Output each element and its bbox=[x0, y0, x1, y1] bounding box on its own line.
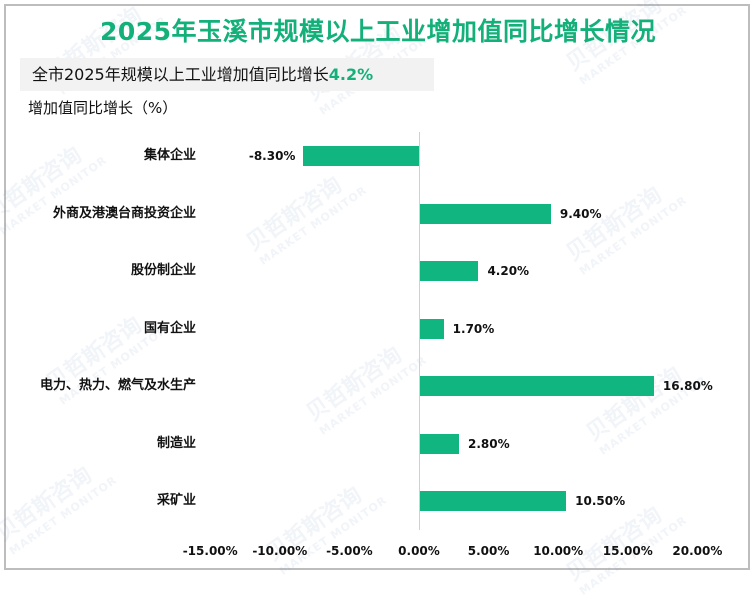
category-label: 制造业 bbox=[156, 436, 196, 451]
category-label: 股份制企业 bbox=[130, 263, 196, 278]
x-axis-tick-label: -5.00% bbox=[326, 544, 373, 558]
data-value-label: 9.40% bbox=[559, 207, 602, 221]
x-axis-tick-label: -10.00% bbox=[252, 544, 308, 558]
chart-title: 2025年玉溪市规模以上工业增加值同比增长情况 bbox=[99, 17, 657, 46]
data-value-label: 4.20% bbox=[487, 264, 530, 278]
bar bbox=[420, 261, 479, 281]
data-value-label: 10.50% bbox=[575, 494, 626, 508]
category-label: 电力、热力、燃气及水生产 bbox=[39, 378, 196, 393]
data-value-label: 2.80% bbox=[467, 437, 510, 451]
category-label: 国有企业 bbox=[143, 321, 196, 336]
summary-highlight-value: 4.2% bbox=[328, 65, 374, 84]
category-label: 采矿业 bbox=[156, 493, 196, 508]
x-axis-tick-label: 0.00% bbox=[398, 544, 440, 558]
bar bbox=[420, 376, 654, 396]
summary-text: 全市2025年规模以上工业增加值同比增长 bbox=[32, 65, 329, 84]
y-axis-title: 增加值同比增长（%） bbox=[28, 99, 178, 117]
x-axis-tick-label: 10.00% bbox=[533, 544, 584, 558]
bar bbox=[420, 491, 567, 511]
summary-banner: 全市2025年规模以上工业增加值同比增长4.2% bbox=[20, 58, 434, 91]
bar bbox=[303, 146, 419, 166]
x-axis-tick-label: -15.00% bbox=[182, 544, 238, 558]
category-label: 外商及港澳台商投资企业 bbox=[52, 206, 196, 221]
bar bbox=[420, 319, 444, 339]
x-axis-tick-label: 20.00% bbox=[672, 544, 723, 558]
x-axis-tick-label: 15.00% bbox=[602, 544, 653, 558]
data-value-label: -8.30% bbox=[248, 149, 296, 163]
data-value-label: 1.70% bbox=[452, 322, 495, 336]
bar bbox=[420, 204, 551, 224]
x-axis-tick-label: 5.00% bbox=[467, 544, 510, 558]
bar bbox=[420, 434, 459, 454]
category-label: 集体企业 bbox=[143, 148, 196, 163]
data-value-label: 16.80% bbox=[662, 379, 713, 393]
chart-frame bbox=[4, 4, 750, 570]
zero-axis-line bbox=[419, 132, 420, 530]
